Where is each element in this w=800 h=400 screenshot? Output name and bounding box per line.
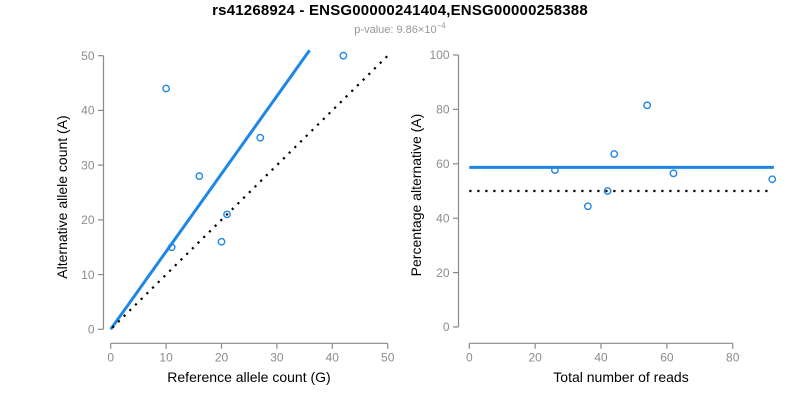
y-tick-label: 20 (81, 213, 95, 227)
x-tick-label: 40 (326, 350, 340, 364)
y-axis: 0 10 20 30 40 50 (81, 49, 105, 337)
x-tick-label: 10 (159, 350, 173, 364)
subtitle-text: p-value: 9.86×10 (354, 24, 437, 36)
data-point (610, 150, 619, 158)
x-tick-label: 20 (215, 350, 229, 364)
y-tick-label: 40 (436, 211, 450, 225)
data-point (603, 187, 612, 195)
data-point (256, 133, 265, 142)
y-tick-label: 0 (88, 323, 95, 337)
x-tick-label: 20 (528, 350, 542, 364)
y-tick-label: 0 (443, 320, 450, 334)
y-tick-label: 100 (429, 48, 449, 62)
x-tick-label: 80 (726, 350, 740, 364)
chart-subtitle: p-value: 9.86×10−4 (0, 21, 800, 36)
y-tick-label: 80 (436, 103, 450, 117)
subtitle-exponent: −4 (436, 21, 446, 31)
x-axis-label: Reference allele count (G) (167, 369, 330, 385)
y-tick-label: 20 (436, 266, 450, 280)
x-tick-label: 40 (594, 350, 608, 364)
y-tick-label: 60 (436, 157, 450, 171)
data-point (167, 243, 176, 252)
x-tick-label: 0 (466, 350, 473, 364)
x-axis: 0 10 20 30 40 50 (107, 342, 395, 364)
fit-line (109, 49, 311, 331)
x-axis-label: Total number of reads (553, 369, 688, 385)
x-tick-label: 60 (660, 350, 674, 364)
data-point (669, 169, 678, 178)
data-point (195, 172, 204, 180)
x-tick-label: 0 (107, 350, 114, 364)
data-point (583, 202, 592, 211)
data-point (768, 175, 777, 184)
y-tick-label: 40 (81, 104, 95, 118)
percentage-vs-reads-scatter: 0 20 40 60 80 0 20 40 60 80 100 Total number of rea… (408, 48, 777, 385)
data-point (162, 84, 171, 93)
data-point (217, 237, 226, 246)
y-tick-label: 30 (81, 158, 95, 172)
x-axis: 0 20 40 60 80 (466, 342, 740, 364)
data-point (339, 51, 348, 60)
data-points (162, 51, 348, 252)
data-point (551, 166, 559, 174)
y-tick-label: 50 (81, 49, 95, 63)
allele-count-scatter: 0 10 20 30 40 50 0 10 20 30 40 50 Reference allele c… (54, 49, 395, 385)
y-tick-label: 10 (81, 268, 95, 282)
x-tick-label: 50 (381, 350, 395, 364)
y-axis-label: Percentage alternative (A) (408, 114, 424, 277)
y-axis: 0 20 40 60 80 100 (429, 48, 460, 334)
y-axis-label: Alternative allele count (A) (54, 115, 70, 278)
data-point (643, 101, 652, 110)
x-tick-label: 30 (270, 350, 284, 364)
data-points (551, 101, 777, 211)
chart-title: rs41268924 - ENSG00000241404,ENSG0000025… (212, 2, 588, 19)
identity-line (111, 54, 389, 329)
data-point (223, 210, 231, 219)
